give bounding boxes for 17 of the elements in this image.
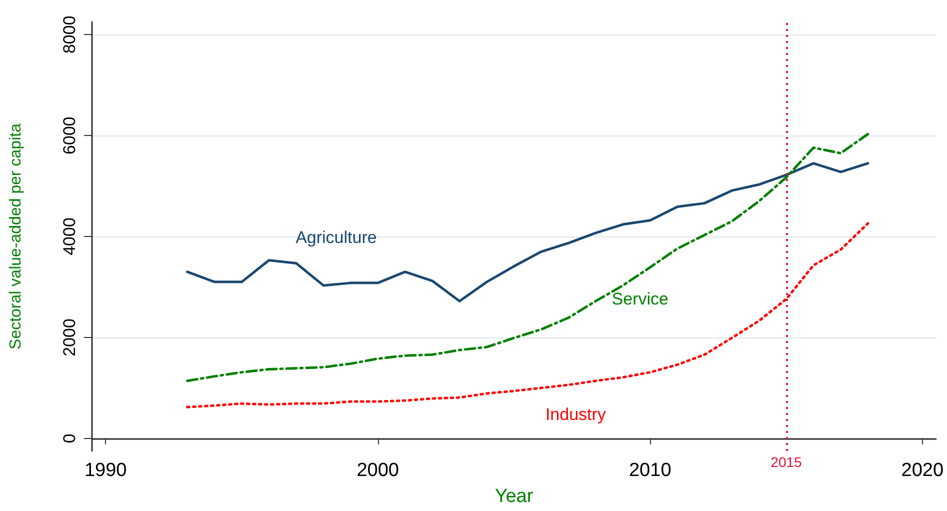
x-tick-label: 1990 [84, 460, 127, 481]
ref-line-label: 2015 [770, 454, 802, 470]
series-label: Agriculture [296, 228, 377, 248]
y-tick-label: 4000 [60, 218, 79, 256]
y-axis-title: Sectoral value-added per capita [8, 123, 24, 350]
series-label: Service [612, 289, 668, 308]
line-series [186, 222, 870, 408]
y-tick-label: 0 [60, 434, 79, 444]
x-tick-label: 2010 [628, 460, 672, 481]
x-tick-label: 2000 [356, 460, 400, 481]
series-label: Industry [545, 404, 606, 424]
y-tick-label: 8000 [60, 16, 79, 54]
y-tick-label: 2000 [60, 318, 79, 356]
x-axis-title: Year [494, 486, 534, 507]
line-series [186, 132, 870, 382]
x-tick-label: 2020 [901, 460, 944, 481]
y-tick-label: 6000 [60, 116, 79, 154]
